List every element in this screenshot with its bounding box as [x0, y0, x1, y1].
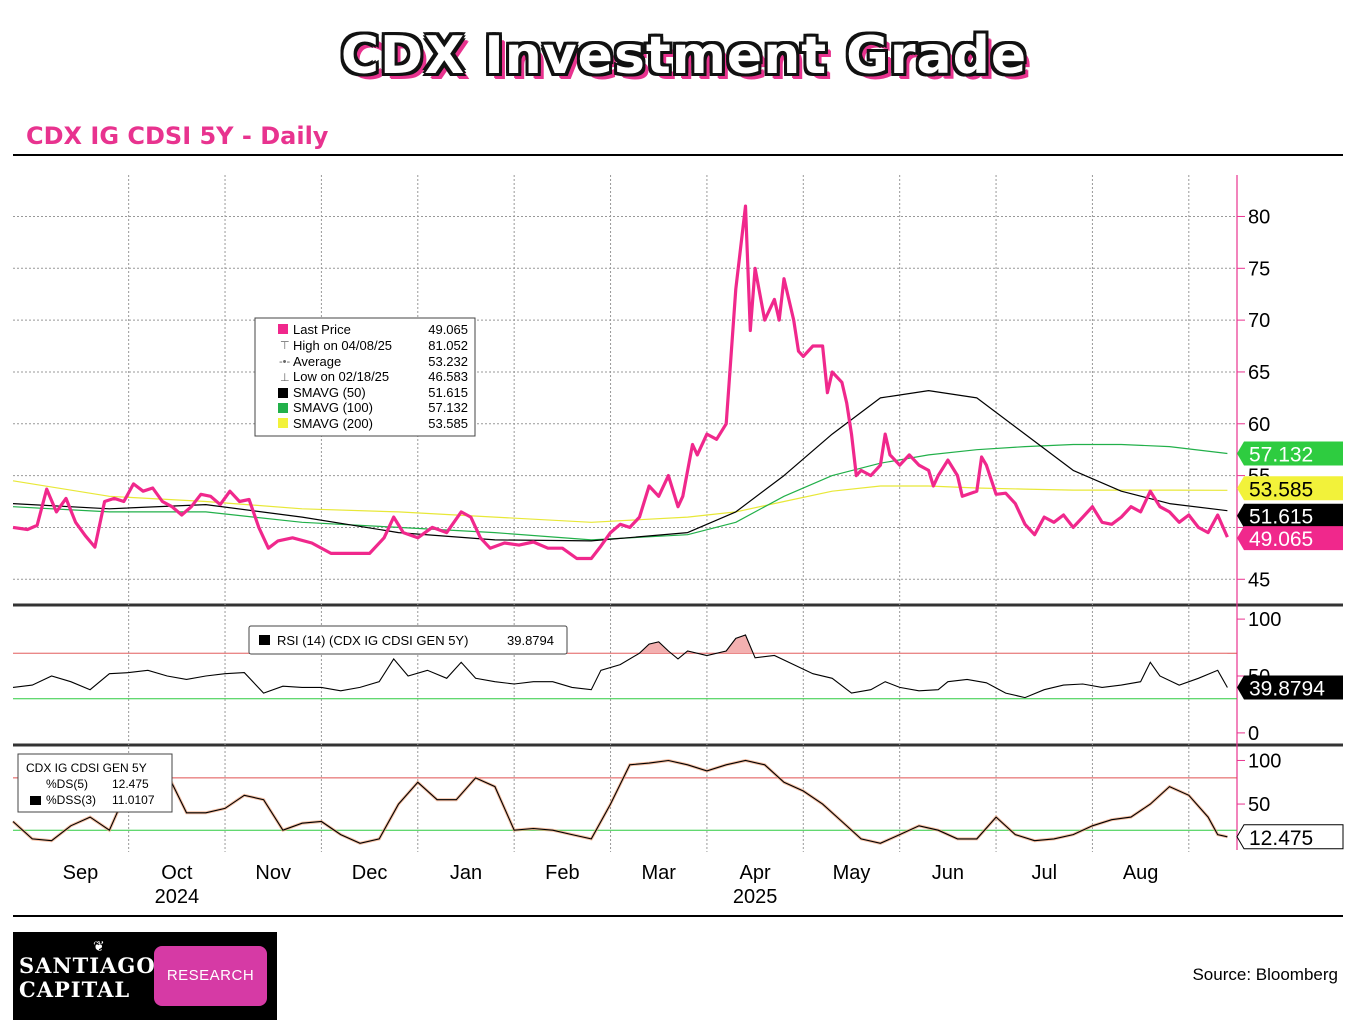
x-month-label: Oct [161, 862, 193, 884]
x-month-label: Jun [932, 862, 964, 884]
legend-label-sma100: SMAVG (100) [293, 400, 373, 415]
stoch-tick-label: 50 [1248, 794, 1270, 816]
rsi-tick-label: 0 [1248, 723, 1259, 745]
x-month-label: Mar [642, 862, 677, 884]
last-value-tag-label: 51.615 [1249, 506, 1313, 529]
rsi-overbought-fill [13, 635, 1228, 654]
y-tick-label: 60 [1248, 414, 1270, 436]
stoch-legend-label-ds: %DS(5) [46, 777, 88, 791]
x-month-label: May [833, 862, 871, 884]
last-value-tag [1237, 476, 1343, 501]
chart-subtitle: CDX IG CDSI 5Y - Daily [26, 122, 329, 150]
legend-label-low: Low on 02/18/25 [293, 369, 389, 384]
x-month-label: Apr [740, 862, 771, 884]
stoch-legend-swatch-dss [30, 796, 41, 805]
series-smavg-200- [12, 480, 1228, 523]
legend-label-sma50: SMAVG (50) [293, 385, 366, 400]
x-year-label: 2025 [733, 886, 778, 908]
y-tick-label: 45 [1248, 569, 1270, 591]
stoch-ds-line [12, 759, 1228, 844]
rsi-legend-swatch [259, 635, 270, 645]
legend-value-low: 46.583 [428, 369, 468, 384]
last-value-tag-label: 49.065 [1249, 528, 1313, 551]
y-tick-label: 75 [1248, 258, 1270, 280]
rsi-last-value-tag-label: 39.8794 [1249, 678, 1325, 701]
rsi-legend-value: 39.8794 [507, 633, 554, 648]
rsi-tick-label: 100 [1248, 609, 1281, 631]
y-tick-label: 70 [1248, 310, 1270, 332]
legend-marker-low: ⊥ [280, 372, 290, 384]
logo-wordmark: SANTIAGO CAPITAL [19, 954, 156, 1002]
last-value-tag [1237, 441, 1343, 466]
legend-value-high: 81.052 [428, 338, 468, 353]
x-month-label: Nov [255, 862, 291, 884]
rsi-legend: RSI (14) (CDX IG CDSI GEN 5Y) 39.8794 [248, 625, 568, 655]
logo-line-1: SANTIAGO [19, 953, 156, 978]
legend-marker-high: ⊤ [280, 340, 290, 352]
rsi-legend-label: RSI (14) (CDX IG CDSI GEN 5Y) [277, 633, 468, 648]
legend-swatch-last-price [278, 324, 288, 334]
last-value-tag [1237, 526, 1343, 551]
legend-label-sma200: SMAVG (200) [293, 416, 373, 431]
stoch-last-value-tag [1236, 824, 1344, 850]
legend-value-average: 53.232 [428, 354, 468, 369]
page-title: CDX Investment Grade [340, 26, 1028, 86]
legend-label-average: Average [293, 354, 341, 369]
stoch-last-value-tag-label: 12.475 [1249, 827, 1313, 850]
price-legend: Last Price 49.065 ⊤ High on 04/08/25 81.… [254, 317, 476, 437]
source-note: Source: Bloomberg [1192, 965, 1338, 984]
stoch-legend-value-dss: 11.0107 [112, 793, 155, 807]
stoch-legend: CDX IG CDSI GEN 5Y %DS(5) 12.475 %DSS(3)… [17, 753, 173, 813]
x-month-label: Jul [1031, 862, 1057, 884]
rsi-last-value-tag [1237, 675, 1343, 700]
last-value-tag-label: 57.132 [1249, 444, 1313, 467]
series-last-price [12, 204, 1229, 561]
legend-value-sma100: 57.132 [428, 400, 468, 415]
santiago-capital-logo: ❦ SANTIAGO CAPITAL RESEARCH [13, 932, 277, 1020]
logo-line-2: CAPITAL [19, 977, 131, 1002]
x-month-label: Jan [450, 862, 482, 884]
stoch-dss-line [11, 758, 1228, 845]
last-value-tag [1237, 503, 1343, 528]
x-month-label: Aug [1123, 862, 1159, 884]
legend-value-sma50: 51.615 [428, 385, 468, 400]
legend-value-sma200: 53.585 [428, 416, 468, 431]
x-year-label: 2024 [155, 886, 200, 908]
stoch-legend-label-dss: %DSS(3) [46, 793, 96, 807]
x-month-label: Sep [63, 862, 99, 884]
stoch-tick-label: 100 [1248, 750, 1281, 772]
legend-label-high: High on 04/08/25 [293, 338, 392, 353]
x-month-label: Dec [352, 862, 388, 884]
y-tick-label: 80 [1248, 206, 1270, 228]
logo-research-badge: RESEARCH [154, 946, 267, 1006]
series-smavg-50- [12, 390, 1228, 542]
last-value-tag-label: 53.585 [1249, 478, 1313, 501]
stoch-legend-title: CDX IG CDSI GEN 5Y [26, 761, 147, 775]
series-smavg-100- [12, 443, 1228, 541]
y-tick-label: 65 [1248, 362, 1270, 384]
legend-label-last-price: Last Price [293, 322, 351, 337]
shell-icon: ❦ [93, 938, 105, 954]
rsi-line [12, 634, 1228, 699]
stoch-legend-value-ds: 12.475 [112, 777, 149, 791]
legend-value-last-price: 49.065 [428, 322, 468, 337]
legend-swatch-sma200 [278, 418, 288, 428]
x-month-label: Feb [545, 862, 579, 884]
legend-marker-average: -•- [279, 356, 291, 368]
legend-swatch-sma100 [278, 403, 288, 413]
legend-swatch-sma50 [278, 388, 288, 398]
